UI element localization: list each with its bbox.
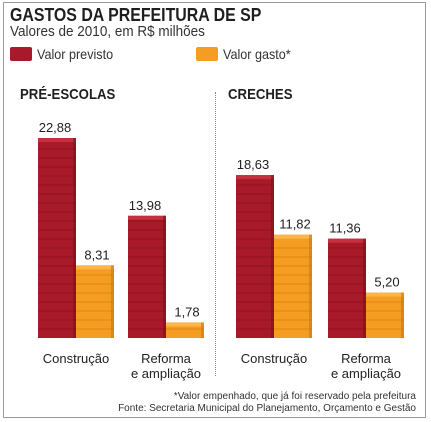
bar-top-p0-c1-previsto bbox=[128, 215, 166, 220]
bar-p1-c1-previsto bbox=[328, 238, 366, 338]
value-label-p1-c0-previsto: 18,63 bbox=[237, 157, 270, 172]
bar-texture-p1-c1-previsto bbox=[328, 247, 366, 330]
bar-p1-c0-gasto bbox=[274, 234, 312, 338]
value-label-p1-c1-previsto: 11,36 bbox=[329, 221, 361, 236]
bar-edge-p1-c1-previsto bbox=[363, 238, 366, 338]
bar-texture-p1-c1-gasto bbox=[366, 301, 404, 330]
category-label-p0-c1-line0: Reforma bbox=[141, 351, 192, 366]
source-note: Fonte: Secretaria Municipal do Planejame… bbox=[118, 403, 416, 414]
legend-swatch-previsto bbox=[10, 47, 32, 61]
bar-top-p0-c0-gasto bbox=[76, 265, 114, 270]
category-label-p0-c1-line1: e ampliação bbox=[131, 366, 201, 381]
value-label-p1-c1-gasto: 5,20 bbox=[374, 275, 399, 290]
category-label-p0-c0-line0: Construção bbox=[43, 351, 109, 366]
bar-texture-p0-c1-previsto bbox=[128, 220, 166, 330]
bar-edge-p1-c0-gasto bbox=[309, 234, 312, 338]
value-label-p0-c0-gasto: 8,31 bbox=[84, 247, 109, 262]
panel-title-creches: CRECHES bbox=[228, 86, 293, 103]
bar-edge-p1-c1-gasto bbox=[401, 292, 404, 338]
value-label-p0-c1-previsto: 13,98 bbox=[129, 198, 162, 213]
bar-p1-c1-gasto bbox=[366, 292, 404, 338]
bar-top-p1-c1-gasto bbox=[366, 292, 404, 297]
bar-texture-p1-c0-gasto bbox=[274, 247, 312, 330]
category-label-p1-c1-line0: Reforma bbox=[341, 351, 392, 366]
bar-p0-c0-previsto bbox=[38, 138, 76, 338]
category-label-p1-c1-line1: e ampliação bbox=[331, 366, 401, 381]
footnote: *Valor empenhado, que já foi reservado p… bbox=[173, 391, 416, 402]
bar-top-p0-c0-previsto bbox=[38, 138, 76, 142]
bar-texture-p0-c0-previsto bbox=[38, 148, 76, 330]
bar-edge-p0-c0-previsto bbox=[73, 138, 76, 338]
bar-edge-p0-c1-previsto bbox=[163, 215, 166, 338]
category-label-p1-c0-line0: Construção bbox=[241, 351, 307, 366]
chart-title: GASTOS DA PREFEITURA DE SP bbox=[10, 4, 262, 25]
bar-top-p1-c1-previsto bbox=[328, 238, 366, 243]
legend-item-previsto: Valor previsto bbox=[10, 46, 122, 62]
panel-divider bbox=[215, 92, 216, 376]
bar-texture-p0-c0-gasto bbox=[76, 274, 114, 330]
chart-subtitle: Valores de 2010, em R$ milhões bbox=[10, 23, 205, 40]
bar-top-p1-c0-gasto bbox=[274, 234, 312, 239]
value-label-p0-c1-gasto: 1,78 bbox=[174, 304, 199, 319]
value-label-p0-c0-previsto: 22,88 bbox=[39, 120, 72, 135]
legend-label-previsto: Valor previsto bbox=[37, 46, 114, 62]
bar-top-p0-c1-gasto bbox=[166, 322, 204, 327]
bar-p0-c1-previsto bbox=[128, 215, 166, 338]
bar-edge-p1-c0-previsto bbox=[271, 175, 274, 338]
legend-item-gasto: Valor gasto* bbox=[196, 46, 298, 62]
value-label-p1-c0-gasto: 11,82 bbox=[279, 217, 311, 232]
legend-swatch-gasto bbox=[196, 47, 218, 61]
bar-texture-p1-c0-previsto bbox=[236, 184, 274, 330]
bar-edge-p0-c0-gasto bbox=[111, 265, 114, 338]
panel-title-pre-escolas: PRÉ-ESCOLAS bbox=[20, 86, 116, 103]
bar-top-p1-c0-previsto bbox=[236, 175, 274, 180]
bar-edge-p0-c1-gasto bbox=[201, 322, 204, 338]
legend-label-gasto: Valor gasto* bbox=[223, 46, 291, 62]
